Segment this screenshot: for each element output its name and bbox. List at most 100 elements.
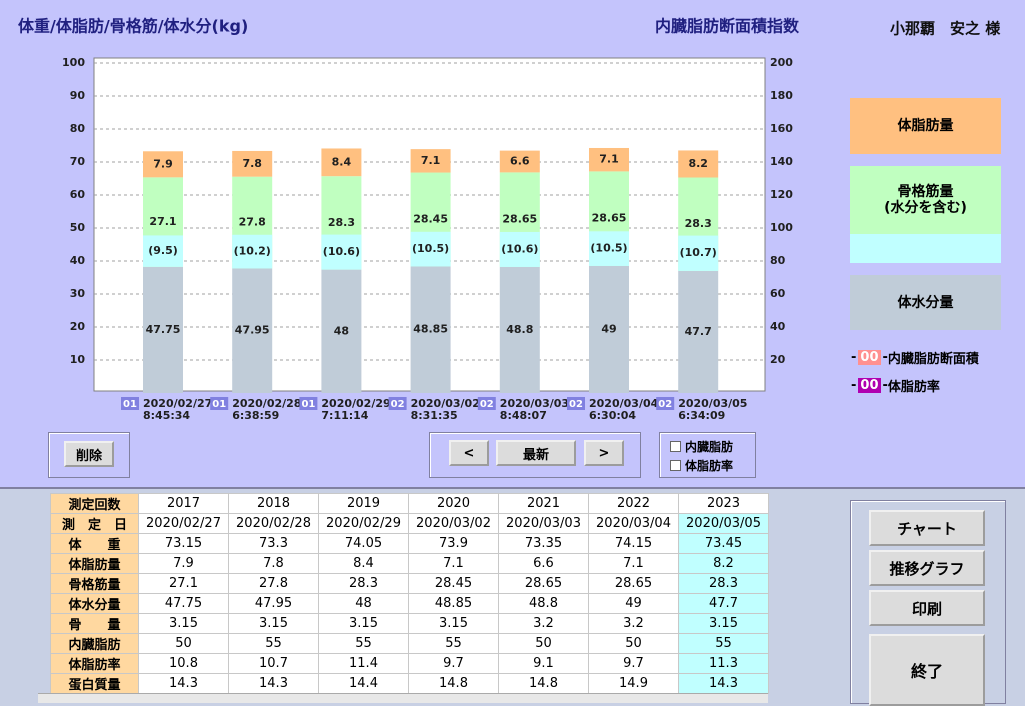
legend-marker: -00- 内臓脂肪断面積 bbox=[851, 350, 979, 367]
latest-button[interactable]: 最新 bbox=[496, 440, 576, 466]
scrollbar[interactable] bbox=[38, 693, 768, 703]
water-bar bbox=[410, 266, 451, 393]
trend-button[interactable]: 推移グラフ bbox=[869, 550, 985, 586]
y2-tick-label: 140 bbox=[770, 155, 793, 168]
table-cell: 2023 bbox=[678, 493, 769, 514]
table-cell: 2017 bbox=[138, 493, 229, 514]
table-cell: 3.15 bbox=[408, 613, 499, 634]
fat-bar bbox=[410, 149, 451, 173]
x-tick-time: 6:38:59 bbox=[232, 409, 279, 422]
table-row: 測 定 日 2020/02/27 2020/02/28 2020/02/29 2020/… bbox=[50, 513, 769, 534]
legend-marker: -00- 体脂肪率 bbox=[851, 378, 940, 395]
x-badge: 01 bbox=[212, 399, 226, 410]
table-cell: 48 bbox=[318, 593, 409, 614]
table-cell: 50 bbox=[138, 633, 229, 654]
exit-button[interactable]: 終了 bbox=[869, 634, 985, 706]
table-cell: 14.8 bbox=[498, 673, 589, 694]
table-cell: 7.8 bbox=[228, 553, 319, 574]
bar-label: 28.3 bbox=[328, 216, 355, 229]
table-cell: 2018 bbox=[228, 493, 319, 514]
table-cell: 2021 bbox=[498, 493, 589, 514]
table-cell: 11.4 bbox=[318, 653, 409, 674]
water-bar bbox=[321, 269, 362, 393]
y2-tick-label: 160 bbox=[770, 122, 793, 135]
row-header: 体脂肪率 bbox=[50, 653, 139, 674]
x-badge: 02 bbox=[480, 399, 494, 410]
prev-button[interactable]: < bbox=[449, 440, 489, 466]
x-tick-label: 2020/02/29 bbox=[321, 397, 390, 410]
table-row: 蛋白質量 14.3 14.3 14.4 14.8 14.8 14.9 14.3 bbox=[50, 673, 769, 694]
bar-label: 6.6 bbox=[510, 155, 530, 168]
x-badge: 02 bbox=[391, 399, 405, 410]
bar-label: 7.1 bbox=[599, 153, 619, 166]
x-tick-label: 2020/03/05 bbox=[678, 397, 747, 410]
bar-label: 48.85 bbox=[413, 323, 448, 336]
print-button[interactable]: 印刷 bbox=[869, 590, 985, 626]
y-tick-label: 80 bbox=[70, 122, 86, 135]
fat-bar bbox=[232, 150, 273, 177]
y-tick-label: 20 bbox=[70, 320, 86, 333]
row-header: 骨格筋量 bbox=[50, 573, 139, 594]
checkbox[interactable]: 体脂肪率 bbox=[670, 457, 733, 474]
marker-name: 内臓脂肪断面積 bbox=[887, 352, 979, 367]
bar-label: 28.3 bbox=[685, 217, 712, 230]
table-cell: 10.7 bbox=[228, 653, 319, 674]
water-bar bbox=[499, 266, 540, 393]
table-cell: 14.9 bbox=[588, 673, 679, 694]
chart-button[interactable]: チャート bbox=[869, 510, 985, 546]
legend-fat: 体脂肪量 bbox=[850, 98, 1001, 154]
bar-label: 47.7 bbox=[685, 325, 712, 338]
table-row: 測定回数 2017 2018 2019 2020 2021 2022 2023 bbox=[50, 493, 769, 514]
table-cell: 14.8 bbox=[408, 673, 499, 694]
checkbox[interactable]: 内臓脂肪 bbox=[670, 438, 733, 455]
table-cell: 27.8 bbox=[228, 573, 319, 594]
overlap-bar bbox=[678, 235, 719, 271]
table-cell: 7.1 bbox=[588, 553, 679, 574]
x-tick-label: 2020/03/03 bbox=[500, 397, 569, 410]
table-cell: 28.65 bbox=[498, 573, 589, 594]
table-cell: 2022 bbox=[588, 493, 679, 514]
badge-bg bbox=[299, 397, 318, 410]
row-header: 測 定 日 bbox=[50, 513, 139, 534]
bar-label: 48 bbox=[334, 324, 349, 337]
y-tick-label: 50 bbox=[70, 221, 86, 234]
bar-label: (10.5) bbox=[412, 242, 449, 255]
water-bar bbox=[589, 265, 629, 393]
x-tick-time: 6:30:04 bbox=[589, 409, 636, 422]
bar-label: 49 bbox=[601, 322, 616, 335]
bar-label: 27.8 bbox=[239, 216, 266, 229]
overlap-bar bbox=[499, 231, 540, 267]
fat-bar bbox=[499, 150, 540, 173]
table-cell: 73.15 bbox=[138, 533, 229, 554]
table-cell: 2020/03/02 bbox=[408, 513, 499, 534]
table-cell: 55 bbox=[228, 633, 319, 654]
row-header: 内臓脂肪 bbox=[50, 633, 139, 654]
data-table: 測定回数 2017 2018 2019 2020 2021 2022 2023 測 定 日 202… bbox=[50, 493, 769, 694]
x-badge: 02 bbox=[569, 399, 583, 410]
x-tick-time: 7:11:14 bbox=[321, 409, 368, 422]
table-cell: 47.75 bbox=[138, 593, 229, 614]
table-cell: 47.7 bbox=[678, 593, 769, 614]
badge-bg bbox=[121, 397, 139, 410]
marker-badge: 00 bbox=[858, 378, 881, 393]
next-button[interactable]: > bbox=[584, 440, 624, 466]
overlap-bar bbox=[410, 231, 451, 267]
badge-bg bbox=[388, 397, 407, 410]
subtitle: 内臓脂肪断面積指数 bbox=[655, 17, 800, 36]
y2-tick-label: 80 bbox=[770, 254, 786, 267]
y2-tick-label: 100 bbox=[770, 221, 793, 234]
table-cell: 9.7 bbox=[408, 653, 499, 674]
table-cell: 2020/02/29 bbox=[318, 513, 409, 534]
marker-name: 体脂肪率 bbox=[887, 380, 940, 395]
bar-label: 48.8 bbox=[506, 323, 533, 336]
table-cell: 74.05 bbox=[318, 533, 409, 554]
table-cell: 28.3 bbox=[318, 573, 409, 594]
legend-overlap bbox=[850, 234, 1001, 263]
bar-label: 28.65 bbox=[592, 212, 627, 225]
water-bar bbox=[232, 268, 273, 393]
table-row: 体 重 73.15 73.3 74.05 73.9 73.35 74.15 73.45 bbox=[50, 533, 769, 554]
table-row: 体脂肪率 10.8 10.7 11.4 9.7 9.1 9.7 11.3 bbox=[50, 653, 769, 674]
table-cell: 28.65 bbox=[588, 573, 679, 594]
delete-button[interactable]: 削除 bbox=[64, 441, 114, 467]
